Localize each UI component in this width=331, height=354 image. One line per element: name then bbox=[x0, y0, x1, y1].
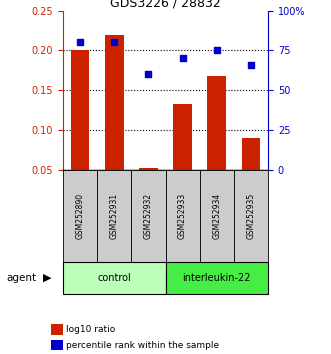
Title: GDS3226 / 28832: GDS3226 / 28832 bbox=[110, 0, 221, 10]
Bar bbox=[105, 34, 123, 170]
Point bbox=[112, 40, 117, 45]
Text: GSM252934: GSM252934 bbox=[212, 193, 221, 239]
Bar bbox=[166, 262, 268, 294]
Text: GSM252935: GSM252935 bbox=[247, 193, 256, 239]
Text: percentile rank within the sample: percentile rank within the sample bbox=[66, 341, 219, 350]
Text: control: control bbox=[97, 273, 131, 283]
Bar bbox=[166, 170, 200, 262]
Bar bbox=[234, 170, 268, 262]
Bar bbox=[71, 50, 89, 170]
Bar bbox=[63, 262, 166, 294]
Point bbox=[248, 62, 254, 68]
Text: GSM252890: GSM252890 bbox=[75, 193, 84, 239]
Bar bbox=[131, 170, 166, 262]
Bar bbox=[208, 76, 226, 170]
Text: interleukin-22: interleukin-22 bbox=[183, 273, 251, 283]
Text: log10 ratio: log10 ratio bbox=[66, 325, 116, 334]
Bar bbox=[51, 340, 63, 350]
Point bbox=[180, 56, 185, 61]
Text: GSM252931: GSM252931 bbox=[110, 193, 119, 239]
Bar bbox=[51, 324, 63, 335]
Point bbox=[146, 72, 151, 77]
Bar bbox=[173, 104, 192, 170]
Point bbox=[77, 40, 83, 45]
Text: agent: agent bbox=[7, 273, 37, 283]
Bar bbox=[242, 138, 260, 170]
Text: GSM252932: GSM252932 bbox=[144, 193, 153, 239]
Text: ▶: ▶ bbox=[43, 273, 52, 283]
Bar bbox=[139, 169, 158, 170]
Text: GSM252933: GSM252933 bbox=[178, 193, 187, 239]
Bar bbox=[97, 170, 131, 262]
Bar bbox=[63, 170, 97, 262]
Point bbox=[214, 47, 219, 53]
Bar bbox=[200, 170, 234, 262]
